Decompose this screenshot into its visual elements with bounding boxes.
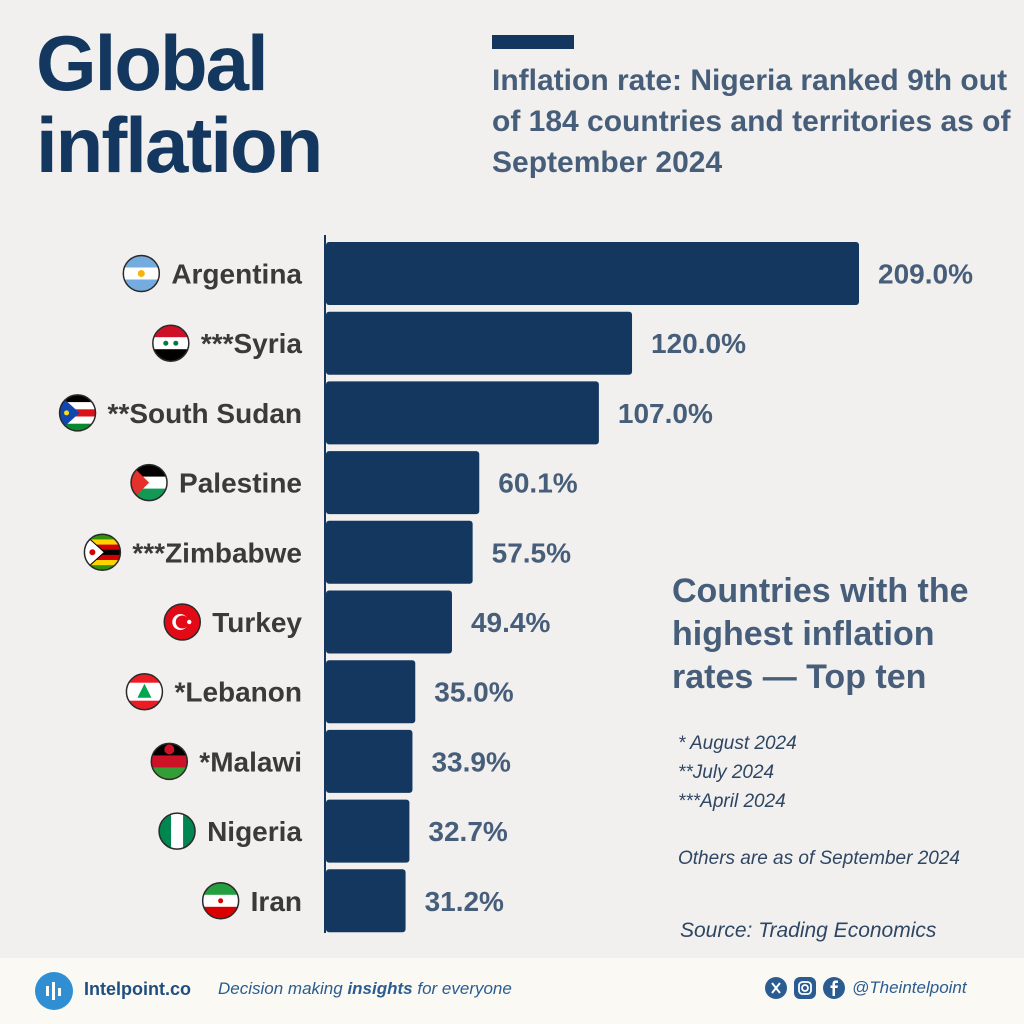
country-label-palestine: Palestine: [179, 468, 302, 499]
lebanon-flag-icon: [125, 672, 164, 711]
note-april: ***April 2024: [678, 791, 786, 812]
country-label-iran: Iran: [251, 886, 302, 917]
value-label-argentina: 209.0%: [878, 259, 973, 290]
tagline: Decision making insights for everyone: [218, 979, 512, 999]
x-icon[interactable]: [765, 977, 787, 999]
country-label-nigeria: Nigeria: [207, 816, 302, 847]
zimbabwe-flag-icon: [83, 533, 122, 572]
tagline-post: for everyone: [412, 979, 512, 998]
turkey-flag-icon: [163, 603, 201, 641]
bar-zimbabwe: [326, 520, 473, 584]
bar-argentina: [326, 242, 859, 305]
bar-turkey: [326, 590, 452, 654]
note-others: Others are as of September 2024: [678, 848, 960, 869]
country-label-malawi: *Malawi: [199, 746, 302, 777]
main-title: Global inflation: [36, 22, 436, 186]
facebook-icon[interactable]: [823, 977, 845, 999]
footer: Intelpoint.co Decision making insights f…: [0, 958, 1024, 1024]
iran-flag-icon: [201, 882, 240, 920]
palestine-flag-icon: [130, 463, 168, 502]
subtitle: Inflation rate: Nigeria ranked 9th out o…: [492, 64, 1011, 179]
value-label-palestine: 60.1%: [498, 468, 577, 499]
country-label-turkey: Turkey: [212, 607, 302, 638]
value-label-syria: 120.0%: [651, 328, 746, 359]
south-sudan-flag-icon: [58, 394, 97, 432]
country-label-argentina: Argentina: [171, 259, 302, 290]
country-label-south-sudan: **South Sudan: [108, 398, 302, 429]
value-label-lebanon: 35.0%: [434, 677, 513, 708]
social-handle[interactable]: @Theintelpoint: [852, 978, 967, 997]
bar-palestine: [326, 451, 480, 515]
argentina-flag-icon: [122, 254, 161, 293]
title-line-1: Global: [36, 19, 269, 107]
nigeria-flag-icon: [158, 812, 196, 850]
bar-south-sudan: [326, 381, 599, 445]
value-label-malawi: 33.9%: [431, 746, 510, 777]
syria-flag-icon: [152, 324, 190, 362]
country-label-syria: ***Syria: [201, 328, 303, 359]
malawi-flag-icon: [150, 742, 189, 781]
tagline-bold: insights: [347, 979, 413, 998]
chart-title: Countries with the highest inflation rat…: [672, 572, 969, 696]
source-label: Source: Trading Economics: [680, 919, 937, 942]
country-label-zimbabwe: ***Zimbabwe: [132, 537, 302, 568]
bar-lebanon: [326, 660, 416, 724]
bars-layer: 209.0% Argentina 120.0% ***Syria 107.0% **Sou…: [58, 242, 973, 933]
brand-name[interactable]: Intelpoint.co: [84, 979, 191, 999]
value-label-south-sudan: 107.0%: [618, 398, 713, 429]
note-august: * August 2024: [678, 733, 797, 754]
title-line-2: inflation: [36, 101, 323, 189]
value-label-zimbabwe: 57.5%: [492, 537, 571, 568]
note-july: **July 2024: [678, 762, 775, 783]
country-label-lebanon: *Lebanon: [174, 677, 302, 708]
title-accent-bar: [492, 35, 574, 49]
value-label-iran: 31.2%: [425, 886, 504, 917]
bar-syria: [326, 311, 633, 375]
intelpoint-logo-icon[interactable]: [35, 972, 73, 1010]
instagram-icon[interactable]: [794, 977, 816, 999]
bar-iran: [326, 869, 406, 933]
inflation-bar-chart: 209.0% Argentina 120.0% ***Syria 107.0% **Sou…: [58, 235, 973, 933]
tagline-pre: Decision making: [218, 979, 348, 998]
bar-malawi: [326, 729, 413, 793]
value-label-turkey: 49.4%: [471, 607, 550, 638]
bar-nigeria: [326, 799, 410, 863]
value-label-nigeria: 32.7%: [428, 816, 507, 847]
